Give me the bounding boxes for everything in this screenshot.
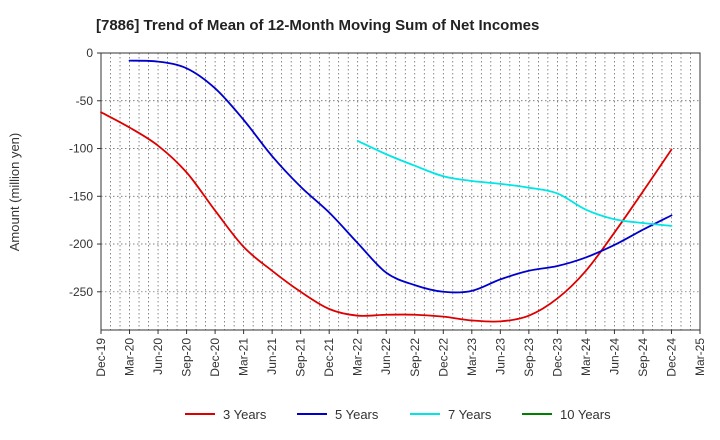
x-tick-label: Dec-19 [94, 338, 108, 377]
plot-frame [100, 52, 701, 331]
x-tick-label: Dec-21 [322, 338, 336, 377]
y-tick-label: -100 [69, 142, 93, 156]
x-tick-label: Mar-21 [237, 338, 251, 376]
x-tick-label: Sep-24 [636, 338, 650, 377]
x-tick-label: Mar-20 [123, 338, 137, 376]
series-line-5-years [128, 59, 673, 294]
x-tick-label: Mar-24 [579, 338, 593, 376]
axes: 0 -50 -100 -150 -200 -250 Dec-19 Mar-20 Jun-20 Se… [69, 46, 707, 377]
series-line-3-years [100, 111, 673, 323]
series-line-7-years [356, 139, 673, 227]
x-tick-label: Sep-21 [294, 338, 308, 377]
legend-label-7-years: 7 Years [448, 407, 492, 422]
x-tick-label: Dec-24 [664, 338, 678, 377]
x-tick-label: Sep-20 [180, 338, 194, 377]
legend-label-5-years: 5 Years [335, 407, 379, 422]
x-tick-label: Sep-22 [408, 338, 422, 377]
legend-label-10-years: 10 Years [560, 407, 611, 422]
x-tick-label: Mar-23 [465, 338, 479, 376]
legend-label-3-years: 3 Years [223, 407, 267, 422]
legend: 3 Years 5 Years 7 Years 10 Years [185, 407, 611, 422]
x-tick-label: Dec-20 [208, 338, 222, 377]
y-tick-label: -200 [69, 237, 93, 251]
y-tick-label: -50 [76, 94, 94, 108]
x-tick-label: Jun-20 [151, 338, 165, 375]
y-axis-label: Amount (million yen) [7, 133, 22, 252]
x-tick-label: Jun-22 [379, 338, 393, 375]
x-tick-label: Jun-21 [265, 338, 279, 375]
grid-lines [101, 52, 700, 330]
series-layer [100, 59, 673, 323]
x-tick-label: Dec-22 [436, 338, 450, 377]
x-tick-label: Jun-24 [607, 338, 621, 375]
x-tick-label: Dec-23 [550, 338, 564, 377]
y-tick-label: -150 [69, 189, 93, 203]
x-tick-label: Mar-22 [351, 338, 365, 376]
x-tick-label: Sep-23 [522, 338, 536, 377]
y-tick-label: -250 [69, 285, 93, 299]
y-tick-label: 0 [86, 46, 93, 60]
chart-title: [7886] Trend of Mean of 12-Month Moving … [96, 17, 539, 34]
x-tick-label: Mar-25 [693, 338, 707, 376]
x-tick-label: Jun-23 [493, 338, 507, 375]
